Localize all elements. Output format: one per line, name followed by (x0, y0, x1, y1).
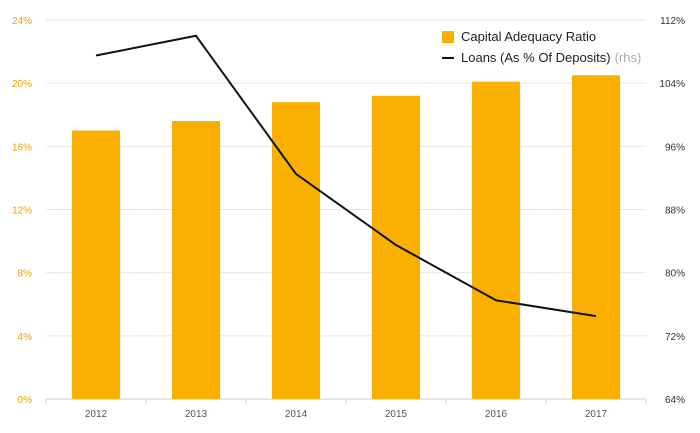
left-y-tick-label: 20% (12, 79, 32, 90)
left-y-tick-label: 16% (12, 142, 32, 153)
right-y-tick-label: 80% (665, 269, 685, 280)
bar-series (72, 75, 620, 400)
x-tick-label: 2013 (185, 409, 208, 420)
right-y-tick-label: 64% (665, 395, 685, 406)
legend-item-loans: Loans (As % Of Deposits) (rhs) (442, 47, 641, 68)
bar (572, 75, 620, 399)
right-y-tick-label: 88% (665, 206, 685, 217)
legend: Capital Adequacy Ratio Loans (As % Of De… (442, 26, 641, 68)
line-series (95, 34, 597, 318)
right-y-tick-label: 112% (660, 16, 685, 27)
legend-line-swatch (442, 56, 454, 59)
right-y-tick-label: 72% (665, 332, 685, 343)
legend-rhs-note: (rhs) (614, 50, 642, 65)
bar (272, 102, 320, 399)
x-tick-label: 2016 (485, 409, 508, 420)
right-y-tick-label: 104% (659, 79, 685, 90)
right-y-axis: 64% 72% 80% 88% 96% 104% 112% (659, 16, 685, 406)
x-axis: 2012 2013 2014 2015 2016 2017 (45, 399, 647, 420)
bar (472, 81, 520, 400)
gridlines (46, 19, 646, 400)
x-tick-label: 2014 (285, 409, 308, 420)
legend-item-capital-adequacy-ratio: Capital Adequacy Ratio (442, 26, 641, 47)
left-y-tick-label: 4% (18, 332, 33, 343)
legend-bar-swatch (442, 30, 454, 43)
legend-label-capital-adequacy-ratio: Capital Adequacy Ratio (461, 29, 597, 44)
left-y-axis: 0% 4% 8% 12% 16% 20% 24% (12, 16, 32, 406)
x-tick-label: 2012 (85, 409, 108, 420)
legend-label-loans: Loans (As % Of Deposits) (461, 50, 611, 65)
left-y-tick-label: 12% (12, 206, 32, 217)
x-tick-label: 2015 (385, 409, 408, 420)
bar (172, 121, 220, 400)
left-y-tick-label: 8% (18, 269, 33, 280)
left-y-tick-label: 0% (18, 395, 33, 406)
left-y-tick-label: 24% (12, 16, 32, 27)
right-y-tick-label: 96% (665, 142, 685, 153)
bar (372, 95, 420, 400)
series-line (95, 34, 597, 318)
x-tick-label: 2017 (585, 409, 608, 420)
bar (72, 130, 120, 399)
